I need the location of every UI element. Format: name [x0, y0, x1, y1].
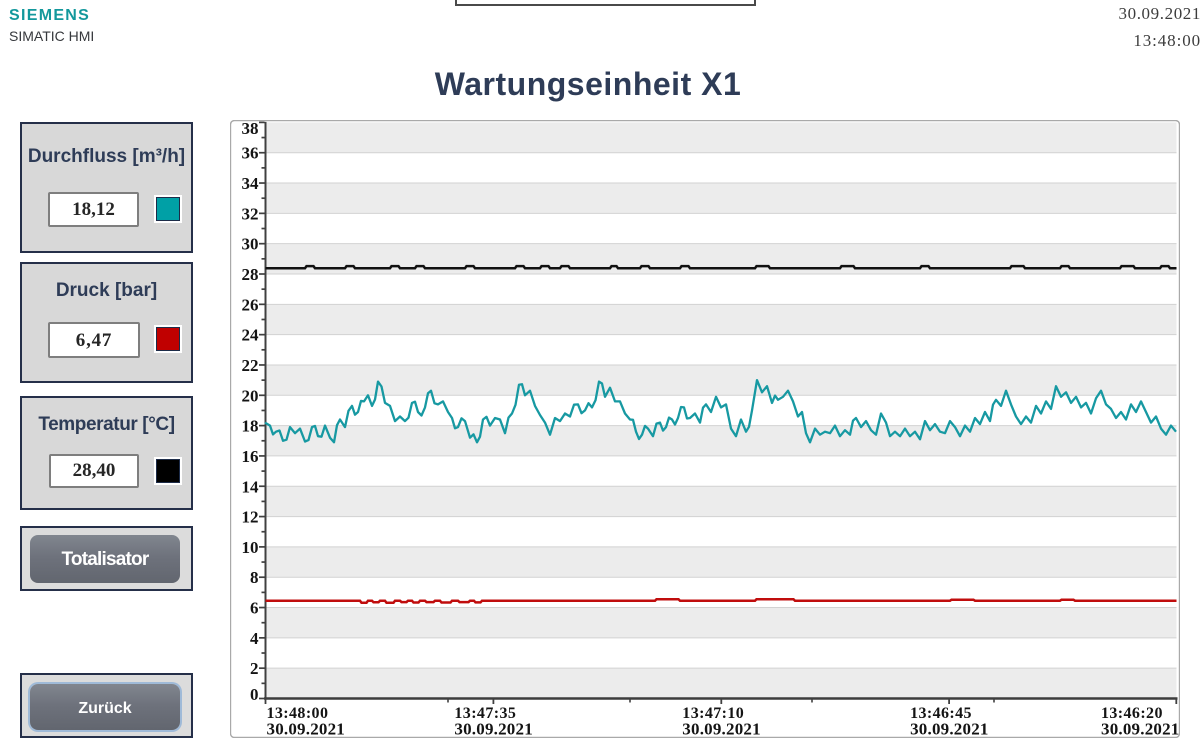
- svg-text:34: 34: [242, 174, 260, 193]
- svg-text:20: 20: [242, 386, 259, 405]
- svg-text:30.09.2021: 30.09.2021: [454, 720, 533, 738]
- svg-text:14: 14: [242, 477, 260, 496]
- svg-text:22: 22: [242, 356, 259, 375]
- svg-text:38: 38: [242, 120, 259, 138]
- svg-text:13:46:45: 13:46:45: [910, 705, 972, 722]
- svg-text:30.09.2021: 30.09.2021: [1101, 720, 1180, 738]
- svg-text:16: 16: [242, 447, 259, 466]
- svg-text:4: 4: [250, 629, 259, 648]
- svg-text:36: 36: [242, 144, 259, 163]
- svg-text:30.09.2021: 30.09.2021: [267, 720, 346, 738]
- svg-text:26: 26: [242, 295, 259, 314]
- svg-text:6: 6: [250, 599, 259, 618]
- svg-text:10: 10: [242, 538, 259, 557]
- svg-text:30: 30: [242, 235, 259, 254]
- svg-text:12: 12: [242, 508, 259, 527]
- svg-text:2: 2: [250, 659, 259, 678]
- svg-text:30.09.2021: 30.09.2021: [682, 720, 761, 738]
- svg-text:24: 24: [242, 326, 260, 345]
- svg-text:13:48:00: 13:48:00: [267, 705, 329, 722]
- svg-text:28: 28: [242, 265, 259, 284]
- svg-text:0: 0: [250, 685, 259, 704]
- svg-text:32: 32: [242, 204, 259, 223]
- svg-text:18: 18: [242, 417, 259, 436]
- svg-text:13:46:20: 13:46:20: [1101, 705, 1163, 722]
- svg-text:13:47:10: 13:47:10: [682, 705, 744, 722]
- svg-text:30.09.2021: 30.09.2021: [910, 720, 989, 738]
- svg-text:8: 8: [250, 568, 259, 587]
- svg-text:13:47:35: 13:47:35: [454, 705, 516, 722]
